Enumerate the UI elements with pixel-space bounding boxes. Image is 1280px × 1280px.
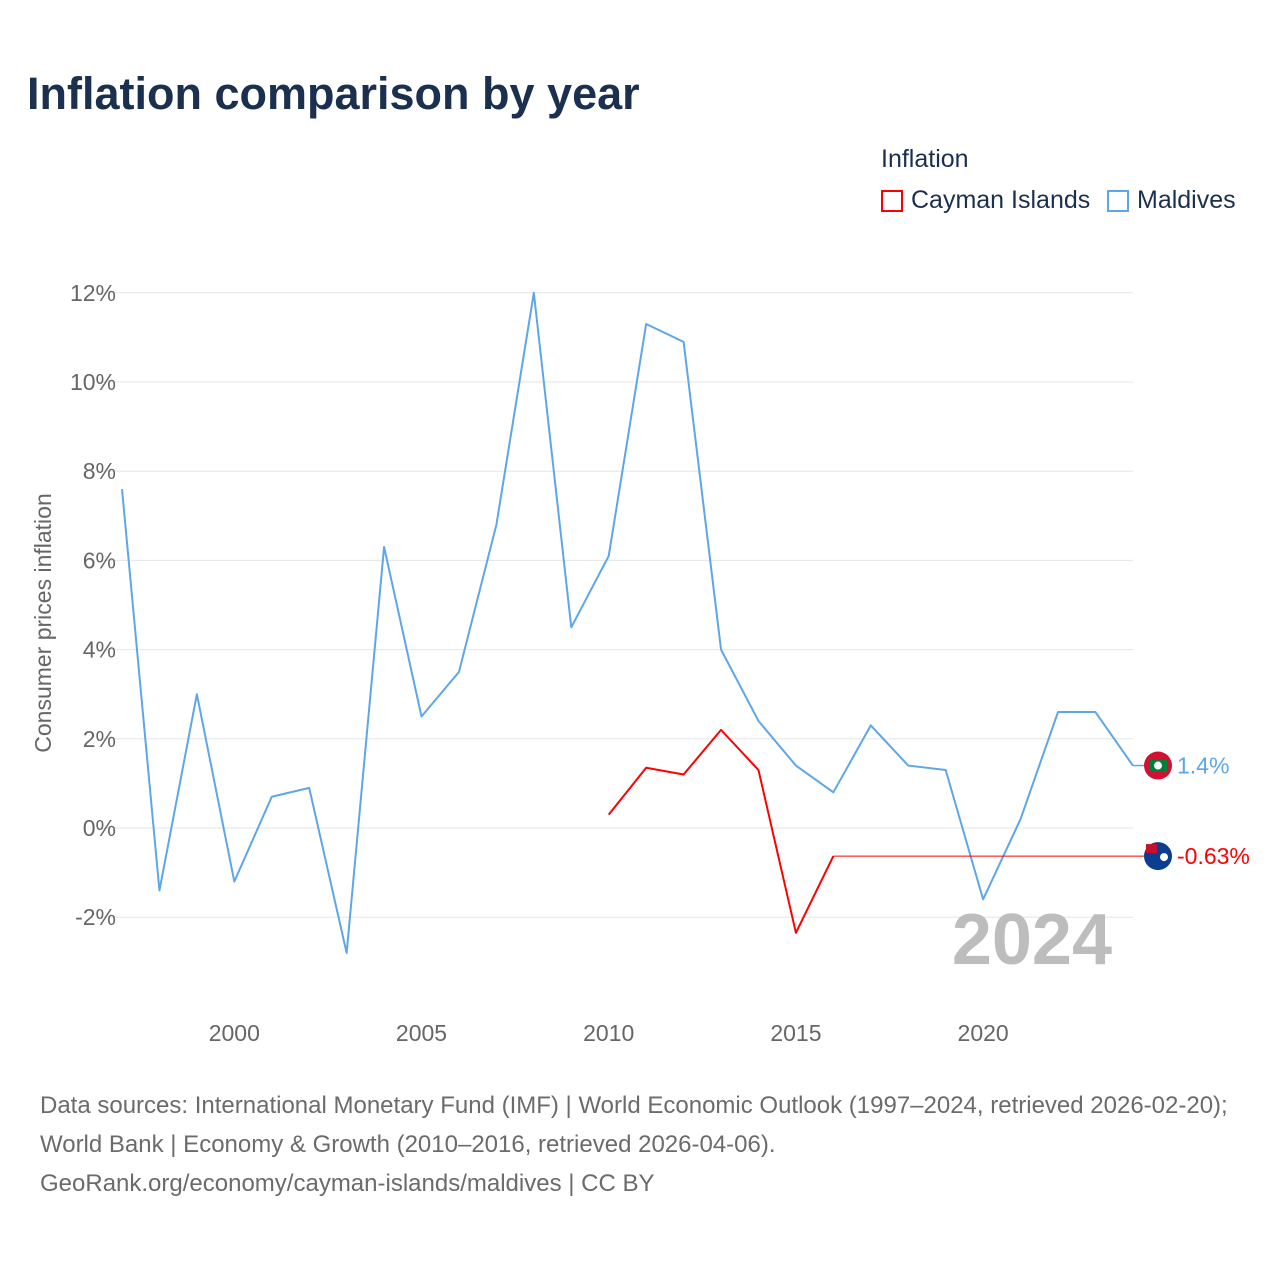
legend-label: Maldives <box>1137 186 1236 214</box>
chart-title: Inflation comparison by year <box>27 68 640 119</box>
y-tick-label: 8% <box>83 458 116 484</box>
y-tick-label: 0% <box>83 815 116 841</box>
y-axis-label: Consumer prices inflation <box>30 493 56 753</box>
footer: Data sources: International Monetary Fun… <box>40 1086 1250 1203</box>
y-tick-label: 10% <box>70 369 116 395</box>
data-sources: Data sources: International Monetary Fun… <box>40 1092 1228 1158</box>
y-tick-label: 4% <box>83 637 116 663</box>
year-watermark: 2024 <box>952 900 1112 980</box>
legend-item-cayman[interactable]: Cayman Islands <box>881 186 1090 215</box>
y-tick-label: -2% <box>75 904 116 930</box>
legend-swatch <box>1107 189 1129 212</box>
series-line-maldives <box>121 291 1134 954</box>
end-value-label: 1.4% <box>1177 753 1229 779</box>
cayman-flag-icon <box>1160 853 1168 862</box>
y-tick-label: 2% <box>83 726 116 752</box>
cayman-flag-icon <box>1146 844 1157 854</box>
legend-title: Inflation <box>881 145 969 173</box>
series-line-cayman-islands <box>607 728 835 934</box>
x-tick-label: 2000 <box>209 1020 260 1046</box>
x-tick-label: 2005 <box>396 1020 447 1046</box>
legend-swatch <box>881 189 903 212</box>
legend-label: Cayman Islands <box>911 186 1091 214</box>
y-tick-label: 6% <box>83 547 116 573</box>
y-tick-label: 12% <box>70 280 116 306</box>
x-tick-label: 2015 <box>770 1020 821 1046</box>
source-link[interactable]: GeoRank.org/economy/cayman-islands/maldi… <box>40 1170 655 1197</box>
x-tick-label: 2010 <box>583 1020 634 1046</box>
end-value-label: -0.63% <box>1177 843 1250 869</box>
legend-item-maldives[interactable]: Maldives <box>1107 186 1236 215</box>
x-tick-label: 2020 <box>958 1020 1009 1046</box>
maldives-flag-icon <box>1154 761 1162 770</box>
